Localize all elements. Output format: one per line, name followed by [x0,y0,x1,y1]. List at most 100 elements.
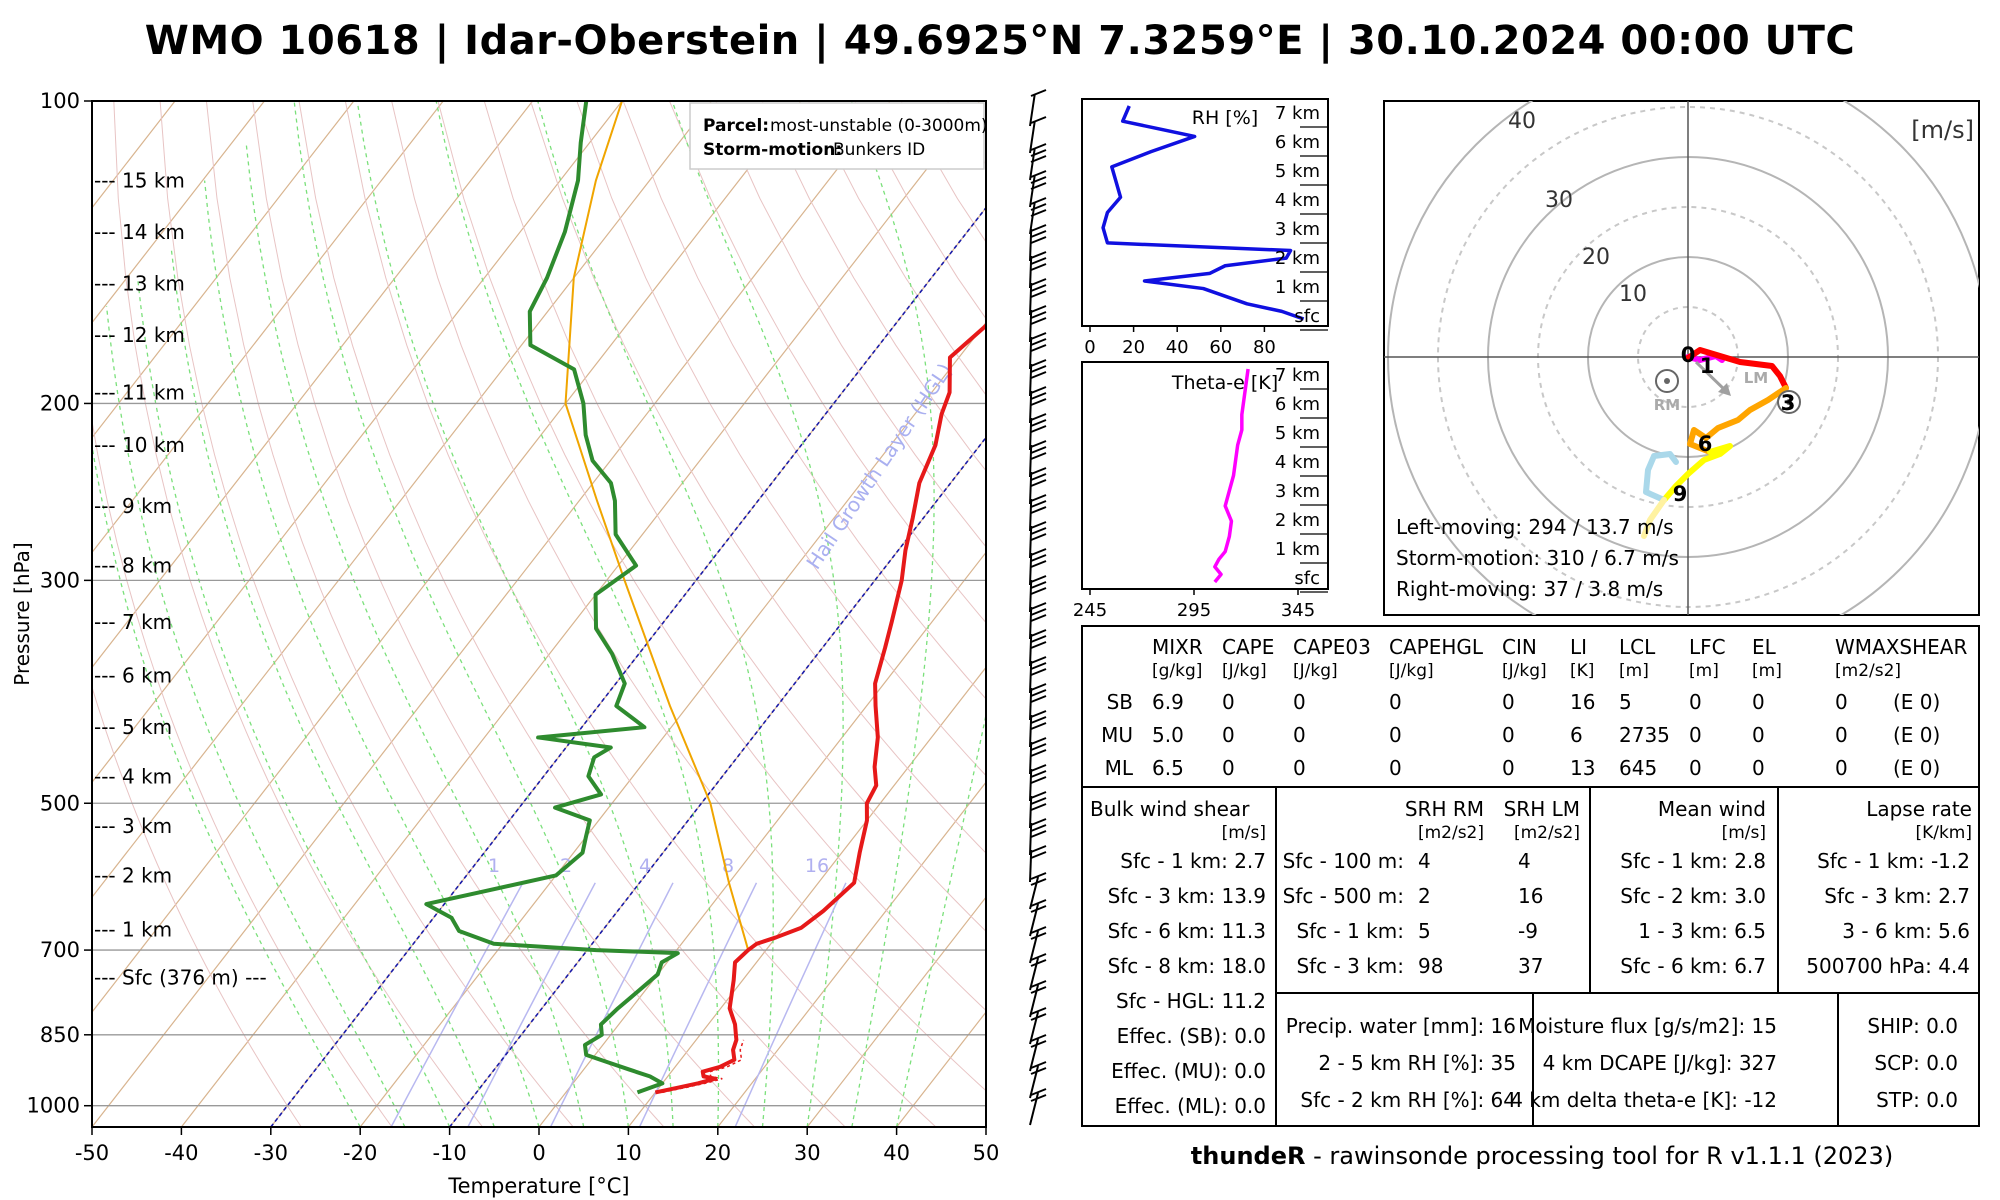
table-header: WMAXSHEAR [1835,635,1967,659]
wind-barb [1029,332,1047,370]
skewt-legend-box: Parcel: most-unstable (0-3000m) Storm-mo… [689,102,988,170]
thetae-height-label: 4 km [1275,452,1320,473]
wind-barb [1029,764,1047,802]
wind-barb [1029,494,1047,532]
rh-x-tick: 40 [1166,337,1189,358]
wind-barb [1029,656,1047,694]
rh-x-tick: 80 [1253,337,1276,358]
moist-adiabat [671,101,844,1127]
bulk-shear-unit: [m/s] [1222,823,1266,843]
lapse-rate-row: 3 - 6 km: 5.6 [1842,919,1970,943]
bulk-shear-row: Sfc - 3 km: 13.9 [1108,884,1266,908]
mixing-ratio-label: 16 [805,855,829,877]
height-mark: 6 [1698,432,1713,456]
table-cell: (E 0) [1893,690,1940,714]
mixing-ratio-line [467,882,596,1127]
isotherm-line [92,101,623,784]
table-cell: 0 [1752,723,1765,747]
table-cell: 0 [1689,690,1702,714]
rh-height-label: 2 km [1275,248,1320,269]
table-row-label: ML [1105,756,1134,780]
lapse-rate-row: 500700 hPa: 4.4 [1806,954,1970,978]
height-mark: 0 [1681,343,1696,367]
bottom-col3-row: SCP: 0.0 [1874,1051,1958,1075]
srh-rm-value: 2 [1418,884,1431,908]
hodograph-segment [1643,451,1679,503]
x-tick-label: 50 [973,1141,1000,1165]
lm-label: LM [1744,369,1769,387]
isotherm-line [180,101,981,1127]
table-cell: 0 [1293,756,1306,780]
table-unit: [J/kg] [1293,661,1338,681]
rm-marker [1655,369,1679,393]
isotherm-line [806,896,986,1127]
table-header: CAPE03 [1293,635,1371,659]
wind-barb [1029,683,1047,721]
srh-lm-value: 16 [1518,884,1543,908]
table-cell: 0 [1502,723,1515,747]
table-cell: 0 [1502,690,1515,714]
dry-adiabat [622,101,986,700]
storm-motion-value: Bunkers ID [833,140,925,160]
table-cell: 5.0 [1152,723,1184,747]
rh-x-tick: 0 [1084,337,1095,358]
rm-marker-dot [1664,378,1670,384]
x-tick-label: -30 [254,1141,288,1165]
lapse-rate-row: Sfc - 1 km: -1.2 [1817,849,1970,873]
dewpoint-curve [424,101,680,1095]
skewt-axes: -50 -40 -30 -20 -10 0 10 20 30 40 50 100 200 300 500 70… [10,89,999,1198]
wind-barb [1029,575,1047,613]
moist-adiabat [850,101,935,1127]
table-cell: 6 [1570,723,1583,747]
rh-title: RH [%] [1192,107,1258,129]
table-unit: [J/kg] [1389,661,1434,681]
thetae-height-label: sfc [1294,568,1320,589]
table-cell: 645 [1619,756,1657,780]
hodograph-units: [m/s] [1911,116,1974,144]
rh-height-label: sfc [1294,306,1320,327]
table-cell: 0 [1389,723,1402,747]
height-mark: 3 [1781,391,1796,415]
table-header: CIN [1502,635,1537,659]
height-label: --- 1 km [94,918,172,942]
wind-barb [1029,1034,1047,1072]
dry-adiabat [92,685,302,1127]
isotherm-line [92,101,265,324]
dry-adiabat [483,101,986,932]
wind-barb [1029,143,1047,181]
rh-height-label: 4 km [1275,190,1320,211]
table-cell: 2735 [1619,723,1670,747]
wind-barb [1029,953,1047,991]
wind-barb [1029,224,1047,262]
bottom-col3-row: STP: 0.0 [1876,1088,1958,1112]
x-tick-label: 20 [704,1141,731,1165]
wind-barb [1029,359,1047,397]
x-tick-label: 0 [532,1141,545,1165]
table-header: LI [1570,635,1587,659]
thetae-frame [1081,361,1329,590]
wind-barb [1029,440,1047,478]
isotherm-line [627,666,986,1127]
table-row-label: SB [1107,690,1133,714]
ring-label: 20 [1582,245,1610,270]
wind-barb [1029,467,1047,505]
wind-barb [1029,197,1047,235]
table-cell: 0 [1389,690,1402,714]
wind-barb [1029,251,1047,289]
moist-adiabat [435,101,720,1127]
thetae-x-tick: 345 [1281,600,1315,621]
hodograph-frame [1383,100,1980,616]
storm-motion-label: Storm-motion: [703,140,842,160]
thetae-height-label: 3 km [1275,481,1320,502]
srh-rm-value: 98 [1418,954,1443,978]
dry-adiabat [344,101,937,1127]
x-tick-label: -40 [164,1141,198,1165]
bulk-shear-row: Sfc - 8 km: 18.0 [1108,954,1266,978]
wind-barb [1029,737,1047,775]
wind-barb [1029,413,1047,451]
ring-label: 10 [1619,282,1647,307]
wind-barb [1029,629,1047,667]
height-label: --- 15 km [94,169,185,193]
table-cell: 0 [1835,690,1848,714]
lm-marker-dot [1786,399,1792,405]
